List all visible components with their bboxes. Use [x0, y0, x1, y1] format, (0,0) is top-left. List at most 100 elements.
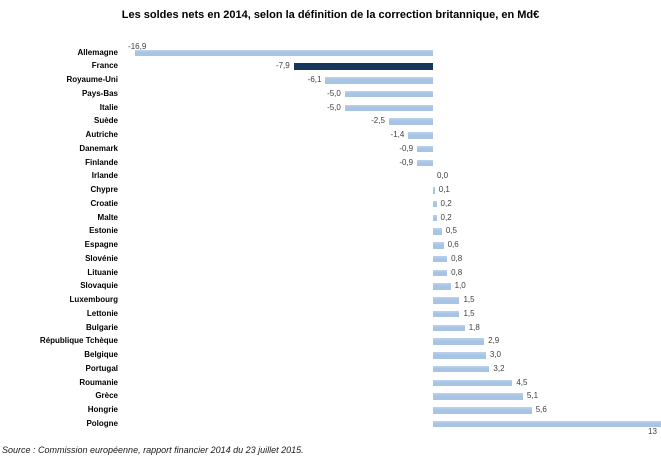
- bar: [433, 379, 513, 386]
- bar: [433, 242, 444, 249]
- value-label: -0,9: [399, 157, 414, 167]
- chart-row: Pologne 13: [0, 417, 661, 436]
- category-label: Roumanie: [79, 377, 118, 387]
- category-label: Grèce: [95, 391, 118, 401]
- category-label: République Tchèque: [39, 336, 118, 346]
- bar: [433, 352, 486, 359]
- bar: [433, 365, 490, 373]
- chart-row: Grèce 5,1: [0, 389, 661, 403]
- chart-title: Les soldes nets en 2014, selon la défini…: [121, 9, 540, 21]
- chart-row: Espagne 0,6: [0, 238, 661, 252]
- bar: [433, 297, 460, 304]
- category-label: Allemagne: [77, 47, 118, 57]
- chart-row: République Tchèque 2,9: [0, 334, 661, 348]
- value-label: -16,9: [128, 41, 147, 51]
- value-label: 1,5: [463, 295, 475, 304]
- chart-row: Belgique 3,0: [0, 348, 661, 362]
- category-label: Portugal: [85, 363, 118, 373]
- category-label: Malte: [97, 212, 118, 222]
- bar-chart: Allemagne -16,9 France -7,9 Royaume-Uni -6,1 P…: [0, 42, 661, 436]
- chart-row: Allemagne -16,9: [0, 42, 661, 60]
- value-label: 0,5: [445, 226, 457, 236]
- bar: [433, 393, 523, 400]
- category-label: Bulgarie: [85, 322, 118, 332]
- category-label: Espagne: [84, 240, 118, 249]
- chart-row: Irlande 0,0: [0, 169, 661, 183]
- bar: [417, 145, 433, 153]
- chart-row: Chypre 0,1: [0, 183, 661, 197]
- category-label: Pologne: [86, 418, 118, 428]
- bar: [433, 283, 451, 290]
- chart-row: Royaume-Uni -6,1: [0, 73, 661, 87]
- category-label: Finlande: [85, 157, 118, 167]
- chart-row: Pays-Bas -5,0: [0, 87, 661, 101]
- category-label: Croatie: [90, 198, 118, 208]
- bar: [293, 63, 433, 70]
- chart-row: Hongrie 5,6: [0, 403, 661, 417]
- bar: [433, 324, 465, 331]
- category-label: Luxembourg: [69, 295, 118, 304]
- value-label: -2,5: [371, 116, 385, 126]
- bar: [433, 420, 661, 428]
- value-label: 0,8: [451, 253, 463, 263]
- chart-row: Italie -5,0: [0, 101, 661, 115]
- value-label: 3,2: [493, 363, 505, 373]
- chart-row: Roumanie 4,5: [0, 376, 661, 390]
- chart-row: Croatie 0,2: [0, 197, 661, 211]
- category-label: Slovénie: [85, 253, 118, 263]
- value-label: 4,5: [516, 377, 528, 387]
- chart-row: Lettonie 1,5: [0, 307, 661, 321]
- bar: [433, 255, 448, 263]
- category-label: Royaume-Uni: [66, 75, 118, 84]
- value-label: 0,2: [440, 212, 452, 222]
- source-note: Source : Commission européenne, rapport …: [2, 445, 304, 455]
- category-label: Hongrie: [87, 405, 118, 414]
- category-label: Estonie: [89, 226, 118, 236]
- category-label: Pays-Bas: [81, 88, 118, 98]
- value-label: 1,8: [468, 322, 480, 332]
- chart-row: Slovaquie 1,0: [0, 279, 661, 293]
- value-label: 5,6: [535, 405, 547, 414]
- value-label: -5,0: [327, 88, 341, 98]
- value-label: -1,4: [390, 130, 405, 139]
- category-label: France: [91, 61, 118, 71]
- chart-row: Finlande -0,9: [0, 156, 661, 170]
- category-label: Belgique: [84, 350, 118, 359]
- bar: [408, 132, 433, 139]
- chart-row: Portugal 3,2: [0, 362, 661, 376]
- category-label: Autriche: [85, 130, 118, 139]
- bar: [433, 310, 460, 318]
- bar: [433, 187, 435, 194]
- value-label: -0,9: [399, 143, 414, 153]
- category-label: Suède: [93, 116, 118, 126]
- value-label: 1,5: [463, 308, 475, 318]
- value-label: 0,8: [451, 267, 463, 277]
- bar: [433, 407, 532, 414]
- chart-row: France -7,9: [0, 59, 661, 73]
- bar: [433, 338, 485, 345]
- value-label: 0,1: [438, 185, 450, 194]
- category-label: Lettonie: [86, 308, 118, 318]
- bar: [433, 269, 448, 276]
- value-label: 1,0: [454, 281, 466, 291]
- category-label: Lituanie: [87, 267, 118, 277]
- chart-row: Suède -2,5: [0, 114, 661, 128]
- value-label: 2,9: [488, 336, 500, 346]
- value-label: 0,0: [437, 171, 449, 181]
- chart-row: Autriche -1,4: [0, 128, 661, 142]
- chart-row: Bulgarie 1,8: [0, 321, 661, 335]
- bar: [135, 49, 433, 56]
- value-label: 0,6: [447, 240, 459, 249]
- value-label: 3,0: [489, 350, 501, 359]
- chart-row: Lituanie 0,8: [0, 266, 661, 280]
- bar: [344, 104, 433, 111]
- value-label: 0,2: [440, 198, 452, 208]
- category-label: Italie: [99, 102, 118, 112]
- category-label: Chypre: [90, 185, 118, 194]
- value-label: 13: [648, 426, 657, 436]
- category-label: Irlande: [91, 171, 118, 181]
- chart-row: Malte 0,2: [0, 211, 661, 225]
- bar: [433, 200, 437, 208]
- chart-row: Estonie 0,5: [0, 224, 661, 238]
